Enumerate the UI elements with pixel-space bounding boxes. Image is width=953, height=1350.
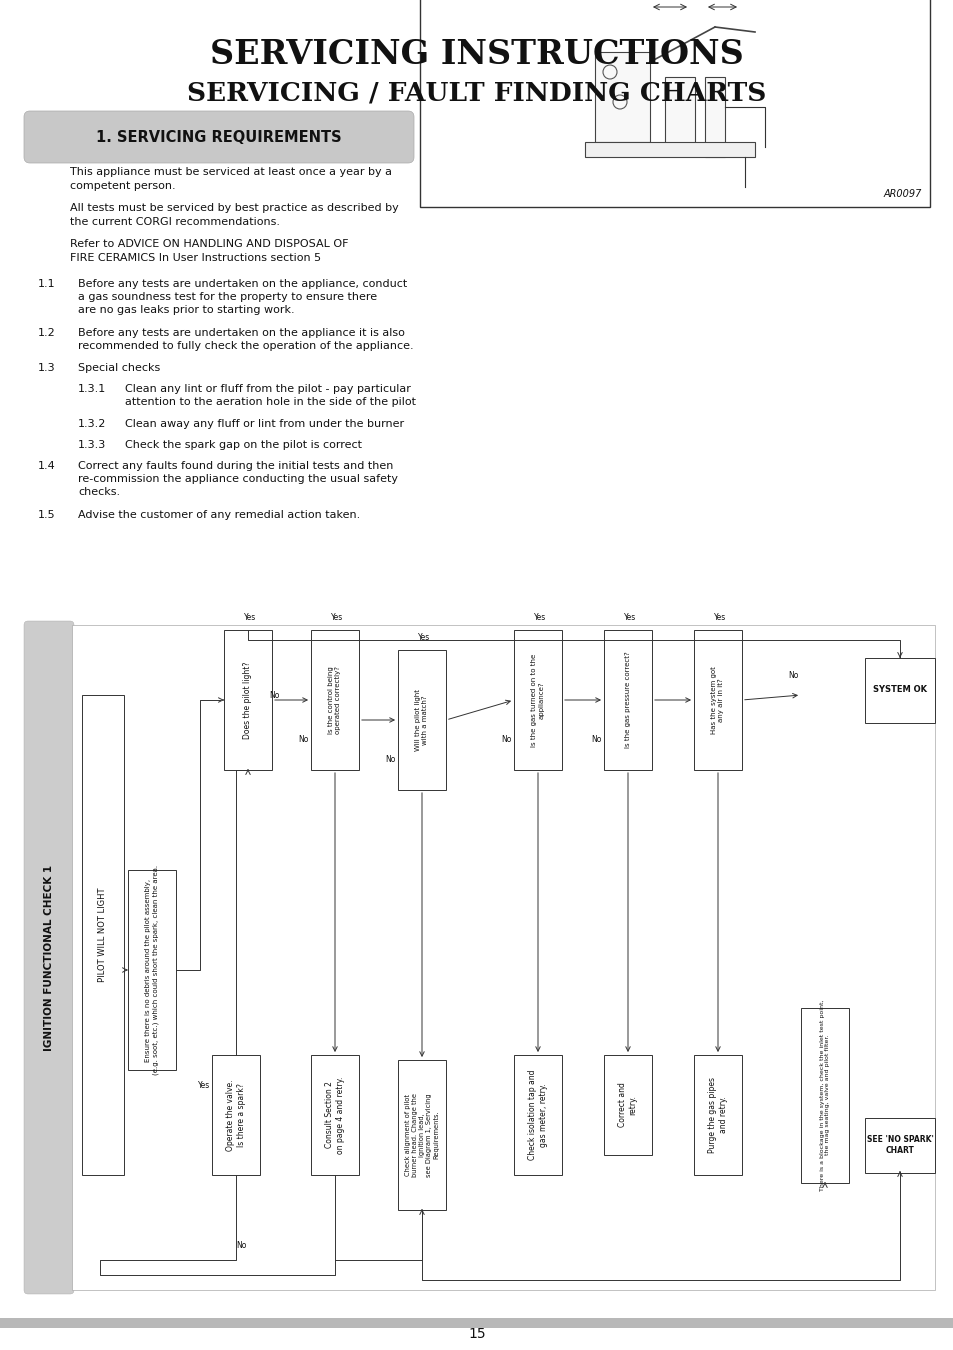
Bar	[603, 1054, 651, 1156]
Bar	[704, 77, 724, 157]
Text: Advise the customer of any remedial action taken.: Advise the customer of any remedial acti…	[78, 510, 360, 520]
Text: No: No	[297, 736, 308, 744]
Text: No: No	[590, 736, 600, 744]
Bar	[693, 1054, 741, 1174]
Text: AR0097: AR0097	[882, 189, 921, 198]
Text: Yes: Yes	[417, 633, 430, 643]
Text: 15: 15	[468, 1327, 485, 1341]
Bar	[128, 869, 175, 1071]
Text: 1.1: 1.1	[38, 279, 55, 289]
Text: 1.5: 1.5	[38, 510, 55, 520]
Bar	[514, 630, 561, 770]
Bar	[71, 625, 934, 1291]
Text: Before any tests are undertaken on the appliance, conduct
a gas soundness test f: Before any tests are undertaken on the a…	[78, 279, 407, 316]
Text: Consult Section 2
on page 4 and retry.: Consult Section 2 on page 4 and retry.	[325, 1076, 344, 1154]
Text: Special checks: Special checks	[78, 363, 160, 373]
Text: Yes: Yes	[244, 613, 255, 622]
Bar	[603, 630, 651, 770]
Text: 1.4: 1.4	[38, 460, 55, 471]
Text: Yes: Yes	[331, 613, 343, 622]
Bar	[82, 695, 124, 1174]
Text: Is the gas pressure correct?: Is the gas pressure correct?	[624, 652, 630, 748]
Text: Purge the gas pipes
and retry.: Purge the gas pipes and retry.	[707, 1077, 727, 1153]
Text: Is the control being
operated correctly?: Is the control being operated correctly?	[328, 666, 341, 734]
Text: 1. SERVICING REQUIREMENTS: 1. SERVICING REQUIREMENTS	[96, 130, 341, 144]
Bar	[419, 0, 929, 207]
Text: 1.3.2: 1.3.2	[78, 418, 107, 429]
Bar	[864, 657, 934, 722]
Bar	[693, 630, 741, 770]
Text: Yes: Yes	[623, 613, 636, 622]
Text: SERVICING INSTRUCTIONS: SERVICING INSTRUCTIONS	[210, 39, 743, 72]
Text: Yes: Yes	[713, 613, 725, 622]
Text: Yes: Yes	[534, 613, 545, 622]
Text: This appliance must be serviced at least once a year by a
competent person.: This appliance must be serviced at least…	[70, 167, 392, 190]
Bar	[595, 53, 649, 142]
Text: Check the spark gap on the pilot is correct: Check the spark gap on the pilot is corr…	[125, 440, 361, 450]
Text: There is a blockage in the system, check the inlet test point,
the mag seating, : There is a blockage in the system, check…	[819, 999, 829, 1191]
Text: Has the system got
any air in it?: Has the system got any air in it?	[711, 666, 723, 734]
Text: SYSTEM OK: SYSTEM OK	[872, 686, 926, 694]
Text: 1.3.3: 1.3.3	[78, 440, 106, 450]
Text: Correct any faults found during the initial tests and then
re-commission the app: Correct any faults found during the init…	[78, 460, 397, 497]
Text: Yes: Yes	[197, 1080, 210, 1089]
Bar	[0, 1318, 953, 1328]
Text: Operate the valve.
Is there a spark?: Operate the valve. Is there a spark?	[226, 1079, 246, 1150]
Text: No: No	[787, 671, 798, 679]
Bar	[864, 1118, 934, 1173]
Text: PILOT WILL NOT LIGHT: PILOT WILL NOT LIGHT	[98, 888, 108, 983]
FancyBboxPatch shape	[24, 111, 414, 163]
Bar	[801, 1007, 848, 1183]
Text: Refer to ADVICE ON HANDLING AND DISPOSAL OF
FIRE CERAMICS In User Instructions s: Refer to ADVICE ON HANDLING AND DISPOSAL…	[70, 239, 348, 263]
Text: SEE 'NO SPARK'
CHART: SEE 'NO SPARK' CHART	[865, 1135, 932, 1154]
Bar	[514, 1054, 561, 1174]
Text: No: No	[500, 736, 511, 744]
Bar	[397, 1060, 446, 1210]
Text: Does the pilot light?: Does the pilot light?	[243, 662, 253, 738]
Text: Ensure there is no debris around the pilot assembly,
(e.g. soot, etc.) which cou: Ensure there is no debris around the pil…	[145, 865, 158, 1075]
Text: Is the gas turned on to the
appliance?: Is the gas turned on to the appliance?	[531, 653, 544, 747]
Bar	[397, 649, 446, 790]
Text: No: No	[235, 1241, 246, 1250]
Text: No: No	[384, 756, 395, 764]
Text: Check isolation tap and
gas meter, retry.: Check isolation tap and gas meter, retry…	[528, 1069, 547, 1160]
FancyBboxPatch shape	[24, 621, 74, 1295]
Text: Correct and
retry.: Correct and retry.	[618, 1083, 637, 1127]
Bar	[311, 1054, 358, 1174]
Text: No: No	[269, 690, 279, 699]
Text: Will the pilot light
with a match?: Will the pilot light with a match?	[416, 688, 428, 751]
Text: IGNITION FUNCTIONAL CHECK 1: IGNITION FUNCTIONAL CHECK 1	[44, 864, 54, 1050]
Text: Clean any lint or fluff from the pilot - pay particular
attention to the aeratio: Clean any lint or fluff from the pilot -…	[125, 383, 416, 408]
Bar	[584, 142, 754, 157]
Bar	[212, 1054, 260, 1174]
Bar	[224, 630, 272, 770]
Text: SERVICING / FAULT FINDING CHARTS: SERVICING / FAULT FINDING CHARTS	[187, 81, 766, 105]
Text: 1.3.1: 1.3.1	[78, 383, 106, 394]
Text: 1.2: 1.2	[38, 328, 55, 338]
Text: Before any tests are undertaken on the appliance it is also
recommended to fully: Before any tests are undertaken on the a…	[78, 328, 414, 351]
Bar	[311, 630, 358, 770]
Text: 1.3: 1.3	[38, 363, 55, 373]
Text: All tests must be serviced by best practice as described by
the current CORGI re: All tests must be serviced by best pract…	[70, 202, 398, 227]
Text: Check alignment of pilot
burner head. Change the
ignition lead,
see Diagram 1, S: Check alignment of pilot burner head. Ch…	[405, 1094, 438, 1177]
Bar	[664, 77, 695, 147]
Text: Clean away any fluff or lint from under the burner: Clean away any fluff or lint from under …	[125, 418, 404, 429]
